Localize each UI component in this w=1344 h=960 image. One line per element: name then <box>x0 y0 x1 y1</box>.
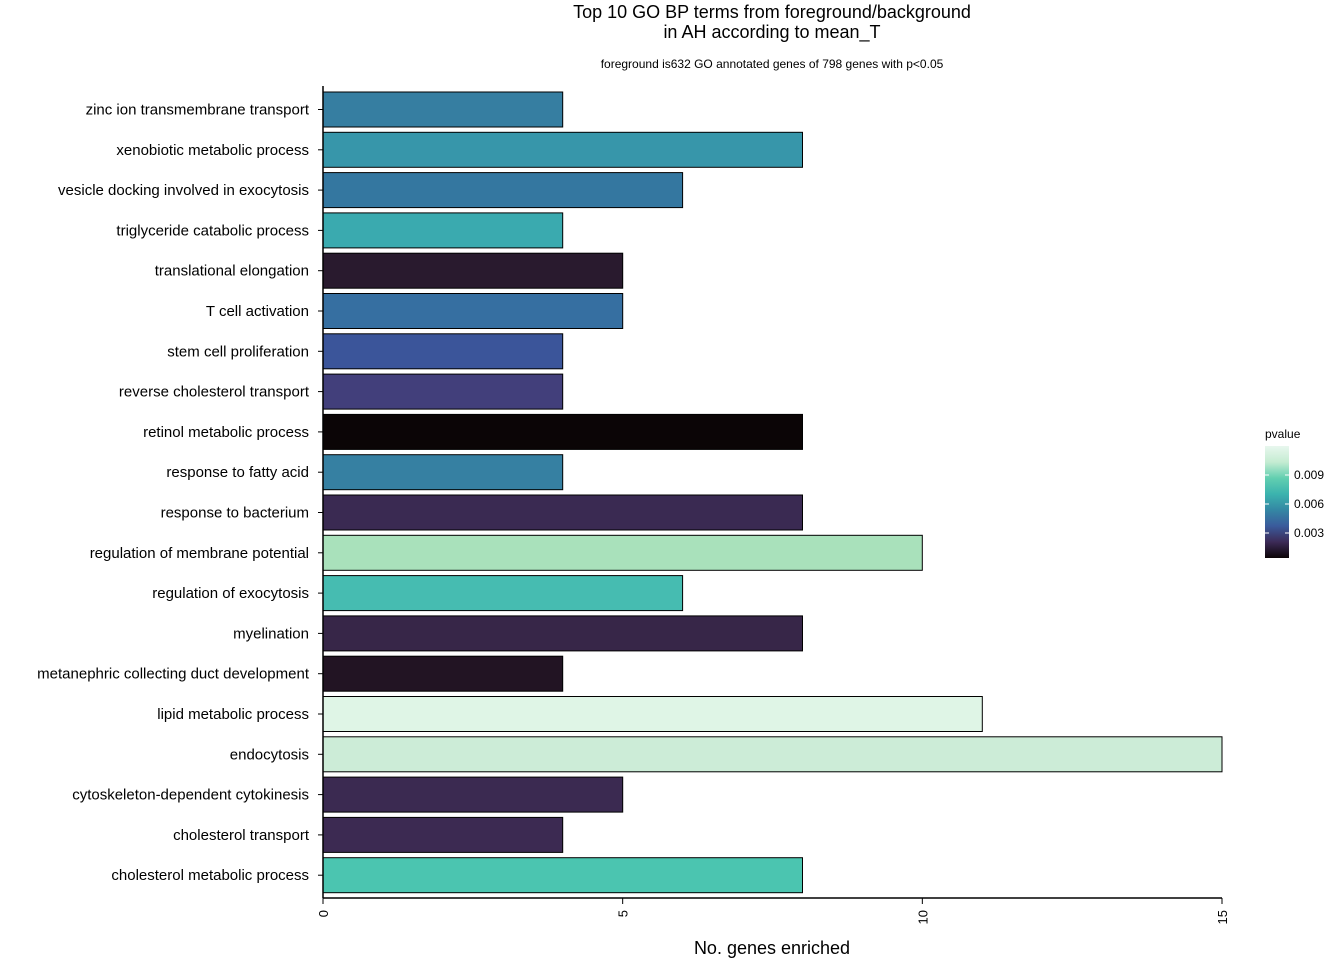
bar <box>322 655 564 692</box>
bar <box>322 413 803 450</box>
x-axis-label: No. genes enriched <box>694 938 850 958</box>
y-tick-label: lipid metabolic process <box>157 706 309 723</box>
y-tick-label: translational elongation <box>155 263 309 280</box>
x-tick-label: 0 <box>316 910 331 917</box>
bar <box>322 293 624 329</box>
y-tick-label: stem cell proliferation <box>167 343 309 360</box>
legend-title: pvalue <box>1265 427 1301 441</box>
legend-tick-label: 0.003 <box>1294 526 1324 540</box>
x-tick-label: 15 <box>1215 910 1230 924</box>
y-tick-label: endocytosis <box>230 746 309 763</box>
bar <box>322 252 624 289</box>
y-tick-label: cytoskeleton-dependent cytokinesis <box>72 787 309 804</box>
y-tick-label: cholesterol transport <box>173 827 310 844</box>
legend-tick-label: 0.009 <box>1294 468 1324 482</box>
y-tick-label: response to bacterium <box>161 505 309 522</box>
y-tick-label: reverse cholesterol transport <box>119 384 310 401</box>
chart-subtitle: foreground is632 GO annotated genes of 7… <box>601 57 944 71</box>
bar <box>322 857 803 894</box>
y-tick-label: regulation of membrane potential <box>90 545 309 562</box>
legend-ticks: 0.009 0.006 0.003 <box>1265 468 1324 540</box>
bar <box>322 776 624 813</box>
y-tick-label: response to fatty acid <box>166 464 309 481</box>
bar <box>322 615 803 652</box>
y-tick-label: regulation of exocytosis <box>152 585 309 602</box>
legend: pvalue 0.009 0.006 0.003 <box>1265 427 1324 558</box>
bar <box>322 91 564 128</box>
bar <box>322 534 923 571</box>
bars-group <box>322 91 1223 894</box>
y-tick-labels: zinc ion transmembrane transport xenobiot… <box>37 102 323 884</box>
y-tick-label: retinol metabolic process <box>143 424 309 441</box>
bar <box>322 172 684 209</box>
chart-title-line1: Top 10 GO BP terms from foreground/backg… <box>573 2 971 22</box>
bar <box>322 454 564 491</box>
bar <box>322 212 564 249</box>
x-tick-label: 5 <box>616 910 631 917</box>
bar <box>322 696 983 732</box>
bar <box>322 575 684 612</box>
x-tick-label: 10 <box>915 910 930 924</box>
bar <box>322 816 564 853</box>
y-tick-label: T cell activation <box>206 303 309 320</box>
x-axis: 0 5 10 15 <box>316 898 1230 924</box>
y-tick-label: triglyceride catabolic process <box>116 222 309 239</box>
y-tick-label: xenobiotic metabolic process <box>116 142 309 159</box>
legend-colorbar <box>1265 446 1289 558</box>
y-tick-label: vesicle docking involved in exocytosis <box>58 182 309 199</box>
chart-title-line2: in AH according to mean_T <box>663 22 880 43</box>
bar <box>322 131 803 168</box>
y-tick-label: cholesterol metabolic process <box>111 867 309 884</box>
y-tick-label: metanephric collecting duct development <box>37 666 310 683</box>
bar <box>322 494 803 531</box>
y-tick-label: myelination <box>233 625 309 642</box>
bar <box>322 333 564 370</box>
legend-tick-label: 0.006 <box>1294 497 1324 511</box>
bar <box>322 736 1223 773</box>
bar <box>322 373 564 410</box>
y-tick-label: zinc ion transmembrane transport <box>86 102 310 119</box>
